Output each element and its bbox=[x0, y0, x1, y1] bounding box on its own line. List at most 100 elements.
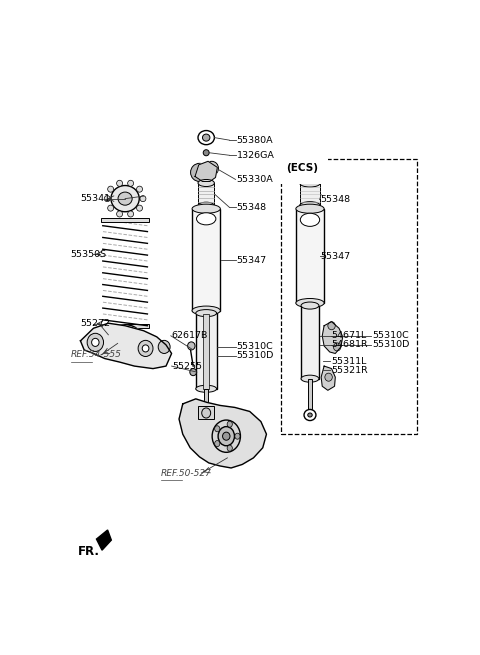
Text: 55347: 55347 bbox=[321, 252, 350, 261]
Ellipse shape bbox=[218, 426, 234, 446]
Ellipse shape bbox=[137, 205, 143, 211]
Bar bbox=[101, 218, 149, 222]
Ellipse shape bbox=[196, 213, 216, 225]
Ellipse shape bbox=[300, 214, 320, 227]
Text: 54681R: 54681R bbox=[332, 341, 368, 349]
Text: REF.54-555: REF.54-555 bbox=[71, 350, 122, 360]
Ellipse shape bbox=[140, 196, 146, 202]
Ellipse shape bbox=[188, 342, 195, 350]
Ellipse shape bbox=[192, 204, 220, 214]
Ellipse shape bbox=[104, 196, 110, 202]
Ellipse shape bbox=[118, 192, 132, 205]
Ellipse shape bbox=[200, 419, 213, 432]
Ellipse shape bbox=[301, 302, 319, 309]
Ellipse shape bbox=[191, 163, 208, 181]
Text: 55321R: 55321R bbox=[332, 365, 368, 375]
Text: 55380A: 55380A bbox=[237, 136, 273, 145]
Ellipse shape bbox=[227, 421, 232, 427]
Ellipse shape bbox=[308, 413, 312, 417]
Ellipse shape bbox=[325, 373, 332, 381]
Ellipse shape bbox=[223, 432, 230, 440]
Bar bbox=[308, 379, 312, 409]
Text: (ECS): (ECS) bbox=[286, 163, 318, 174]
Text: 55348: 55348 bbox=[321, 195, 350, 204]
Ellipse shape bbox=[92, 339, 99, 346]
Text: 55310D: 55310D bbox=[237, 352, 274, 360]
Ellipse shape bbox=[192, 306, 220, 315]
Text: REF.50-527: REF.50-527 bbox=[161, 468, 212, 477]
Ellipse shape bbox=[304, 409, 316, 421]
Ellipse shape bbox=[121, 332, 129, 337]
Ellipse shape bbox=[117, 329, 133, 341]
Bar bbox=[101, 324, 149, 328]
Ellipse shape bbox=[212, 420, 240, 453]
Text: 55255: 55255 bbox=[172, 362, 203, 371]
Text: 55348: 55348 bbox=[237, 202, 267, 212]
Ellipse shape bbox=[87, 333, 104, 352]
Bar bbox=[198, 406, 215, 419]
Bar bbox=[192, 209, 220, 310]
Ellipse shape bbox=[203, 150, 209, 156]
Ellipse shape bbox=[227, 445, 232, 451]
Ellipse shape bbox=[334, 343, 341, 351]
Polygon shape bbox=[195, 161, 217, 181]
Ellipse shape bbox=[296, 204, 324, 214]
Bar bbox=[281, 159, 417, 434]
Ellipse shape bbox=[301, 375, 319, 383]
Ellipse shape bbox=[117, 211, 122, 217]
Ellipse shape bbox=[142, 345, 149, 352]
Text: 55330A: 55330A bbox=[237, 175, 274, 184]
Text: FR.: FR. bbox=[78, 545, 100, 558]
Ellipse shape bbox=[108, 205, 114, 211]
Bar bbox=[204, 389, 208, 419]
Ellipse shape bbox=[108, 186, 114, 192]
Ellipse shape bbox=[111, 185, 139, 212]
Text: 62617B: 62617B bbox=[172, 331, 208, 341]
Ellipse shape bbox=[110, 325, 140, 345]
Ellipse shape bbox=[190, 369, 196, 376]
Ellipse shape bbox=[117, 180, 122, 186]
Ellipse shape bbox=[158, 341, 170, 354]
Ellipse shape bbox=[202, 408, 211, 418]
Bar bbox=[296, 209, 324, 303]
Text: 55341: 55341 bbox=[81, 194, 110, 203]
Bar bbox=[203, 314, 209, 389]
Ellipse shape bbox=[204, 422, 209, 428]
Ellipse shape bbox=[128, 180, 133, 186]
Ellipse shape bbox=[198, 202, 215, 209]
Ellipse shape bbox=[296, 299, 324, 308]
Text: 55350S: 55350S bbox=[71, 250, 107, 259]
Ellipse shape bbox=[215, 441, 220, 447]
Ellipse shape bbox=[198, 130, 215, 145]
Text: 55310D: 55310D bbox=[372, 341, 410, 349]
Ellipse shape bbox=[203, 134, 210, 141]
Ellipse shape bbox=[235, 433, 240, 440]
Polygon shape bbox=[179, 399, 266, 468]
Ellipse shape bbox=[128, 211, 133, 217]
Bar bbox=[198, 183, 215, 206]
Ellipse shape bbox=[198, 179, 215, 187]
Polygon shape bbox=[81, 323, 172, 369]
Bar bbox=[301, 305, 319, 379]
Ellipse shape bbox=[205, 161, 218, 176]
Bar bbox=[196, 313, 216, 389]
Ellipse shape bbox=[215, 426, 220, 432]
Text: 55310C: 55310C bbox=[237, 343, 274, 352]
Polygon shape bbox=[322, 322, 343, 354]
Ellipse shape bbox=[300, 179, 321, 187]
Ellipse shape bbox=[202, 168, 211, 178]
Ellipse shape bbox=[137, 186, 143, 192]
Polygon shape bbox=[321, 366, 335, 390]
Ellipse shape bbox=[196, 310, 216, 316]
Polygon shape bbox=[96, 530, 111, 550]
Bar bbox=[300, 183, 321, 206]
Text: 55272: 55272 bbox=[81, 319, 110, 328]
Text: 55311L: 55311L bbox=[332, 356, 367, 365]
Text: 55310C: 55310C bbox=[372, 331, 409, 341]
Ellipse shape bbox=[328, 322, 335, 329]
Text: 55347: 55347 bbox=[237, 255, 267, 265]
Ellipse shape bbox=[138, 341, 153, 356]
Text: 1326GA: 1326GA bbox=[237, 151, 275, 160]
Ellipse shape bbox=[196, 385, 216, 392]
Text: 54671L: 54671L bbox=[332, 331, 367, 341]
